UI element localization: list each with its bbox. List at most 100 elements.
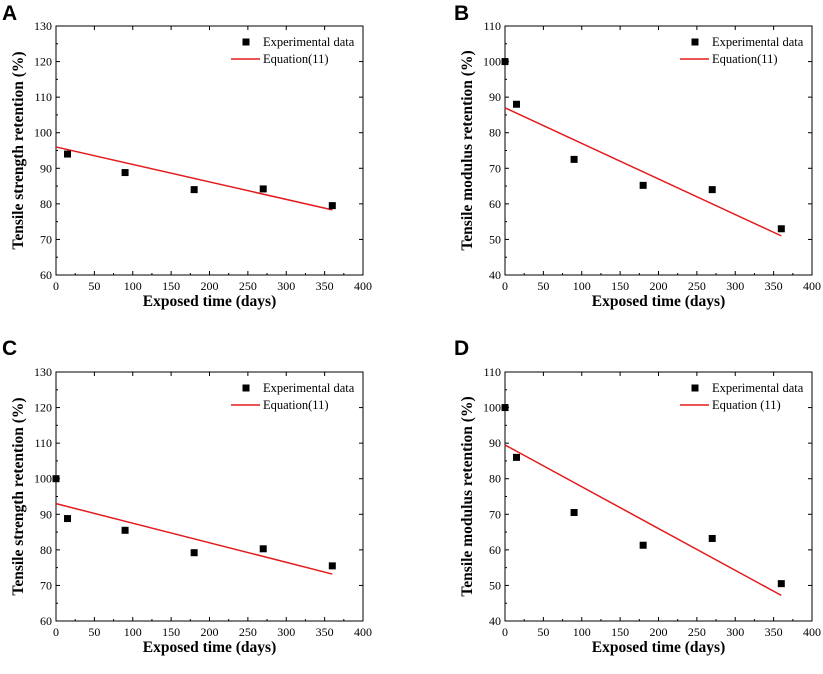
y-axis-title: Tensile modulus retention (%) [459,50,476,250]
legend-marker-experimental [691,384,699,392]
y-tick-label: 120 [34,401,52,415]
x-tick-label: 150 [162,625,180,639]
y-axis-title: Tensile strength retention (%) [10,51,27,249]
y-axis-title: Tensile strength retention (%) [10,397,27,595]
x-tick-label: 200 [201,279,219,293]
y-tick-label: 40 [489,614,501,628]
panel-b: B 0 50 100 150 200 250 300 350 400 40 50 60 70 80 90 100… [454,2,821,310]
fit-line [55,502,333,575]
y-tick-label: 50 [489,232,501,246]
y-tick-label: 110 [34,436,52,450]
data-point [777,580,785,588]
legend-label-equation: Equation(11) [263,52,329,66]
data-point [328,202,336,210]
legend-marker-experimental [242,384,250,392]
panel-d: D 0 50 100 150 200 250 300 350 400 40 50 60 70 80 90 100… [454,337,821,656]
x-tick-label: 100 [573,279,591,293]
x-tick-label: 200 [650,279,668,293]
x-axis-title: Exposed time (days) [592,639,725,656]
y-tick-label: 120 [34,55,52,69]
x-tick-label: 300 [726,625,744,639]
data-point [501,404,509,412]
y-tick-label: 60 [40,268,52,282]
x-tick-label: 0 [53,279,59,293]
y-tick-label: 110 [34,90,52,104]
x-tick-label: 0 [502,625,508,639]
y-axis-title: Tensile modulus retention (%) [459,396,476,596]
x-axis-title: Exposed time (days) [592,293,725,310]
legend-label-equation: Equation(11) [712,52,778,66]
x-tick-label: 150 [162,279,180,293]
y-tick-label: 90 [489,90,501,104]
x-tick-label: 350 [316,279,334,293]
panel-label: A [2,2,17,25]
y-tick-label: 80 [40,197,52,211]
y-tick-label: 70 [489,161,501,175]
data-point [121,526,129,534]
data-point [328,562,336,570]
x-tick-label: 400 [803,625,821,639]
y-tick-label: 50 [489,578,501,592]
x-tick-label: 300 [726,279,744,293]
y-tick-label: 100 [34,126,52,140]
x-tick-label: 350 [765,625,783,639]
x-tick-label: 300 [277,279,295,293]
x-tick-label: 200 [650,625,668,639]
y-tick-label: 70 [40,232,52,246]
y-tick-label: 60 [489,543,501,557]
y-tick-label: 100 [483,401,501,415]
fit-line [55,146,333,211]
y-tick-label: 80 [489,126,501,140]
x-tick-label: 250 [239,279,257,293]
legend-label-equation: Equation(11) [263,398,329,412]
x-tick-label: 300 [277,625,295,639]
x-tick-label: 400 [354,279,372,293]
y-tick-label: 90 [40,507,52,521]
x-tick-label: 0 [53,625,59,639]
x-tick-label: 50 [537,279,549,293]
y-tick-label: 110 [483,19,501,33]
fit-line [504,107,782,237]
y-tick-label: 40 [489,268,501,282]
data-point [501,58,509,66]
x-tick-label: 400 [803,279,821,293]
y-tick-label: 100 [34,472,52,486]
x-tick-label: 0 [502,279,508,293]
data-point [64,515,72,523]
x-tick-label: 50 [88,625,100,639]
panel-a: A 0 50 100 150 200 250 300 350 400 60 70 80 90 100 110 1… [2,2,372,310]
x-tick-label: 150 [611,279,629,293]
fit-line [504,444,782,597]
x-tick-label: 250 [688,625,706,639]
x-tick-label: 250 [688,279,706,293]
y-tick-label: 70 [40,578,52,592]
x-axis-title: Exposed time (days) [143,639,276,656]
x-tick-label: 200 [201,625,219,639]
data-point [708,534,716,542]
data-point [708,186,716,194]
data-point [190,186,198,194]
legend-marker-experimental [691,38,699,46]
legend-label-experimental: Experimental data [712,381,804,395]
data-point [570,155,578,163]
data-point [259,185,267,193]
legend-label-experimental: Experimental data [263,381,355,395]
y-tick-label: 90 [489,436,501,450]
legend-label-experimental: Experimental data [712,35,804,49]
data-point [513,453,521,461]
data-point [513,100,521,108]
panel-label: B [454,2,469,25]
y-tick-label: 60 [489,197,501,211]
panel-label: C [2,337,17,360]
x-tick-label: 150 [611,625,629,639]
x-tick-label: 100 [124,279,142,293]
x-tick-label: 50 [537,625,549,639]
x-tick-label: 250 [239,625,257,639]
x-tick-label: 100 [573,625,591,639]
y-tick-label: 100 [483,55,501,69]
y-tick-label: 90 [40,161,52,175]
legend-label-equation: Equation (11) [712,398,781,412]
x-tick-label: 50 [88,279,100,293]
x-axis-title: Exposed time (days) [143,293,276,310]
